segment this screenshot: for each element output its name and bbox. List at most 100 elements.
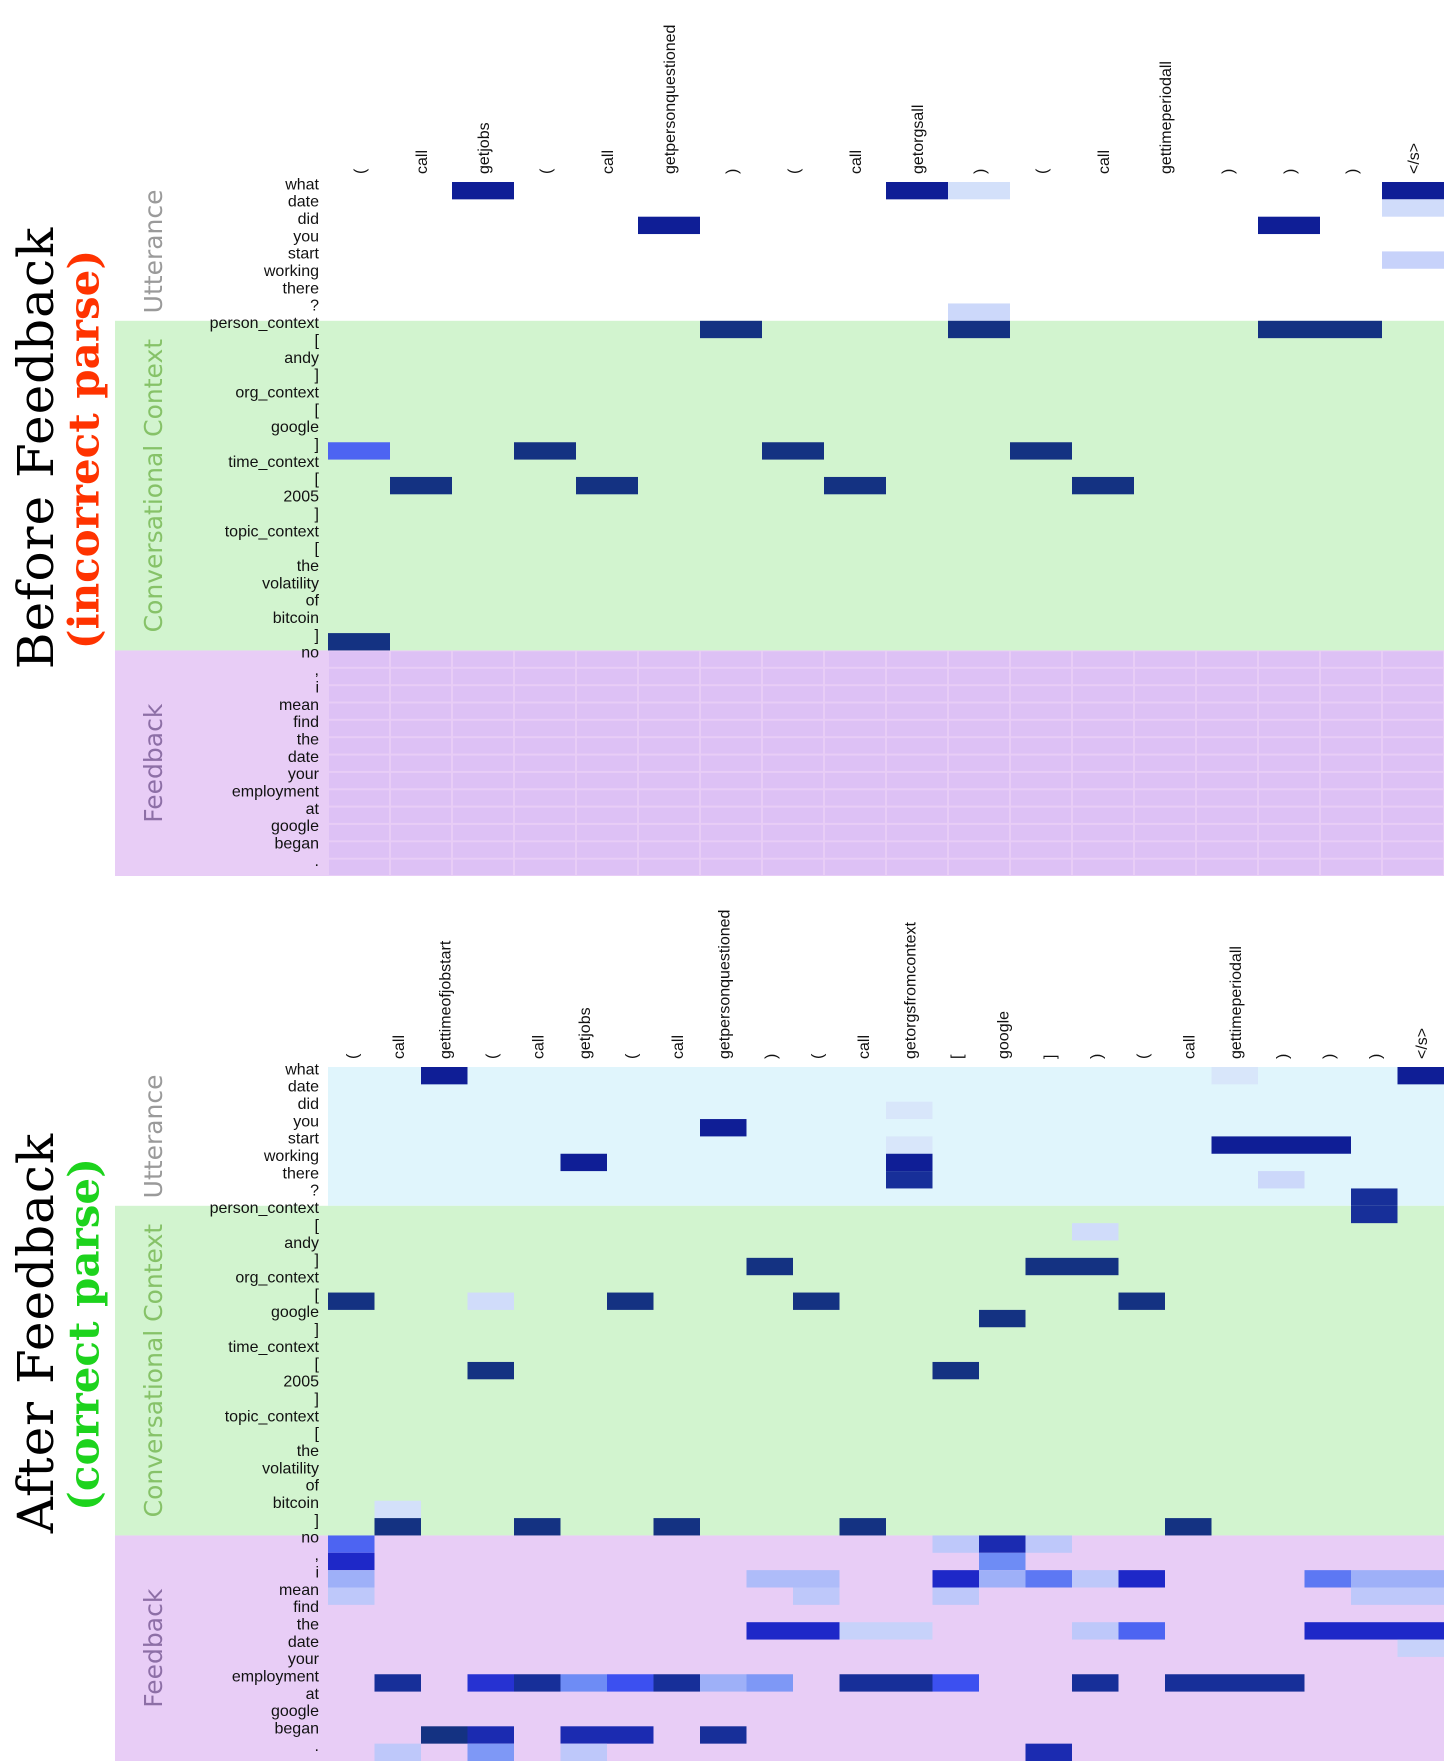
heat-cell [1304,1570,1351,1588]
heat-cell [329,772,389,789]
heat-cell [639,824,699,841]
heat-cell [515,824,575,841]
heat-cell [1011,651,1071,667]
heat-cell [1259,738,1319,754]
heat-cell [577,772,637,789]
heat-cell [453,807,513,823]
heat-cell [1073,651,1133,667]
heat-cell [1383,842,1443,858]
row-label: . [315,1738,319,1755]
heat-cell [949,668,1009,685]
heat-cell [1211,1674,1258,1692]
heat-cell [1073,738,1133,754]
heat-cell [329,738,389,754]
column-label: getorgsfromcontext [902,921,919,1059]
heat-cell [560,1726,607,1744]
row-label: the [297,731,319,748]
heat-cell [453,720,513,737]
row-label: [ [315,1217,320,1234]
heat-cell [1320,320,1382,339]
column-label: call [856,1035,873,1059]
heat-cell [328,1535,375,1553]
heat-cell [453,824,513,841]
heat-cell [1259,859,1319,875]
heat-cell [1072,1622,1119,1640]
heat-cell [1011,668,1071,685]
heat-cell [824,476,886,495]
row-label: your [288,1651,320,1668]
row-label: date [288,194,319,211]
heat-cell [887,859,947,875]
row-label: topic_context [225,523,320,540]
heat-cell [948,320,1010,339]
heat-cell [1211,1136,1258,1154]
heat-cell [467,1292,514,1310]
heat-cell [374,1518,421,1536]
heat-cell [1072,1674,1119,1692]
heat-cell [886,1674,933,1692]
heat-cell [391,807,451,823]
row-label: google [271,1703,319,1720]
column-label: call [670,1035,687,1059]
heat-cell [949,807,1009,823]
heat-cell [1025,1535,1072,1553]
heat-cell [1073,824,1133,841]
heat-cell [839,1674,886,1692]
row-label: bitcoin [273,610,319,627]
heat-cell [515,859,575,875]
heat-cell [1197,807,1257,823]
row-label: what [284,176,319,193]
heat-cell [577,755,637,771]
column-label: call [414,150,431,174]
column-label: [ [949,1054,966,1059]
heat-cell [577,824,637,841]
heat-cell [793,1587,840,1605]
heat-cell [639,686,699,702]
heat-cell [701,790,761,806]
row-label: date [288,749,319,766]
heat-cell [391,755,451,771]
column-label: call [391,1035,408,1059]
heat-cell [1197,824,1257,841]
row-label: 2005 [283,1374,319,1391]
heat-cell [391,772,451,789]
heat-cell [763,668,823,685]
segment-band-utterance [338,182,1444,321]
heat-cell [638,216,700,235]
heat-cell [825,755,885,771]
row-label: . [315,853,319,870]
heat-cell [391,790,451,806]
heat-cell [1321,772,1381,789]
row-label: did [298,211,319,228]
heat-cell [1321,720,1381,737]
heat-cell [700,320,762,339]
row-label: ? [310,1183,319,1200]
heat-cell [467,1674,514,1692]
heat-cell [979,1535,1026,1553]
heat-cell [1025,1570,1072,1588]
heat-cell [391,651,451,667]
row-label: person_context [210,1200,320,1217]
row-label: [ [315,1426,320,1443]
row-label: employment [232,1669,320,1686]
heat-cell [391,824,451,841]
row-label: ] [315,1252,319,1269]
heat-cell [949,720,1009,737]
heat-cell [700,1119,747,1137]
heat-cell [577,668,637,685]
heat-cell [1259,842,1319,858]
heat-cell [949,755,1009,771]
heat-cell [329,651,389,667]
heat-cell [453,755,513,771]
row-label: ] [315,627,319,644]
heat-cell [1321,859,1381,875]
row-label: ? [310,298,319,315]
heat-cell [1197,651,1257,667]
heat-cell [391,842,451,858]
heat-cell [1259,703,1319,719]
row-label: bitcoin [273,1495,319,1512]
heat-cell [949,738,1009,754]
heat-cell [701,772,761,789]
column-label: call [1181,1035,1198,1059]
